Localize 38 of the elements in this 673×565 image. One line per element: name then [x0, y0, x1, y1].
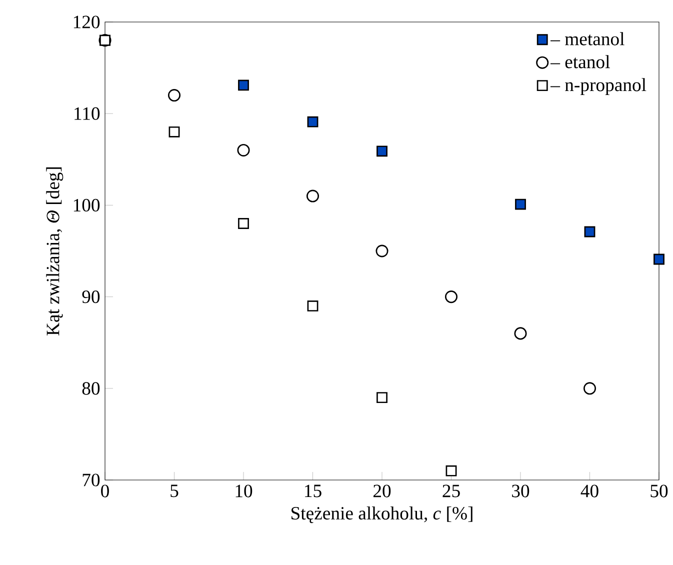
y-axis-title: Kąt zwilżania, Θ [deg]	[46, 167, 64, 336]
point	[376, 244, 388, 258]
x-tick-label: 15	[305, 484, 322, 498]
point	[237, 144, 250, 157]
point	[514, 327, 527, 340]
legend-label: – etanol	[550, 55, 610, 68]
point	[307, 300, 318, 312]
point	[306, 190, 320, 202]
y-tick-label: 100	[74, 198, 100, 212]
y-tick-label: 70	[82, 474, 100, 486]
point	[376, 146, 388, 157]
legend-label: – metanol	[550, 32, 624, 46]
legend-label: – n-propanol	[550, 78, 646, 96]
point	[515, 198, 526, 210]
x-axis-title: Stężenie alkoholu, c [%]	[292, 506, 472, 524]
x-tick-label: 25	[442, 484, 460, 498]
point	[307, 116, 318, 128]
x-tick-label: 10	[236, 484, 252, 498]
x-tick-label: 20	[373, 484, 391, 498]
point	[584, 226, 596, 238]
point	[446, 465, 457, 476]
x-tick-label: 50	[650, 484, 668, 498]
x-tick-label: 40	[580, 484, 598, 498]
y-tick-label: 80	[82, 382, 100, 395]
y-tick-label: 110	[74, 107, 100, 120]
point	[654, 254, 664, 265]
y-tick-label: 120	[74, 16, 100, 28]
point	[444, 290, 458, 304]
point	[376, 392, 388, 404]
y-tick-label: 90	[82, 290, 100, 304]
point	[238, 80, 249, 91]
point	[238, 218, 249, 229]
point	[168, 89, 181, 102]
point	[583, 382, 596, 395]
x-tick-label: 30	[512, 484, 530, 498]
x-tick-label: 0	[101, 484, 109, 498]
point	[168, 126, 180, 138]
x-tick-label: 5	[170, 484, 178, 498]
